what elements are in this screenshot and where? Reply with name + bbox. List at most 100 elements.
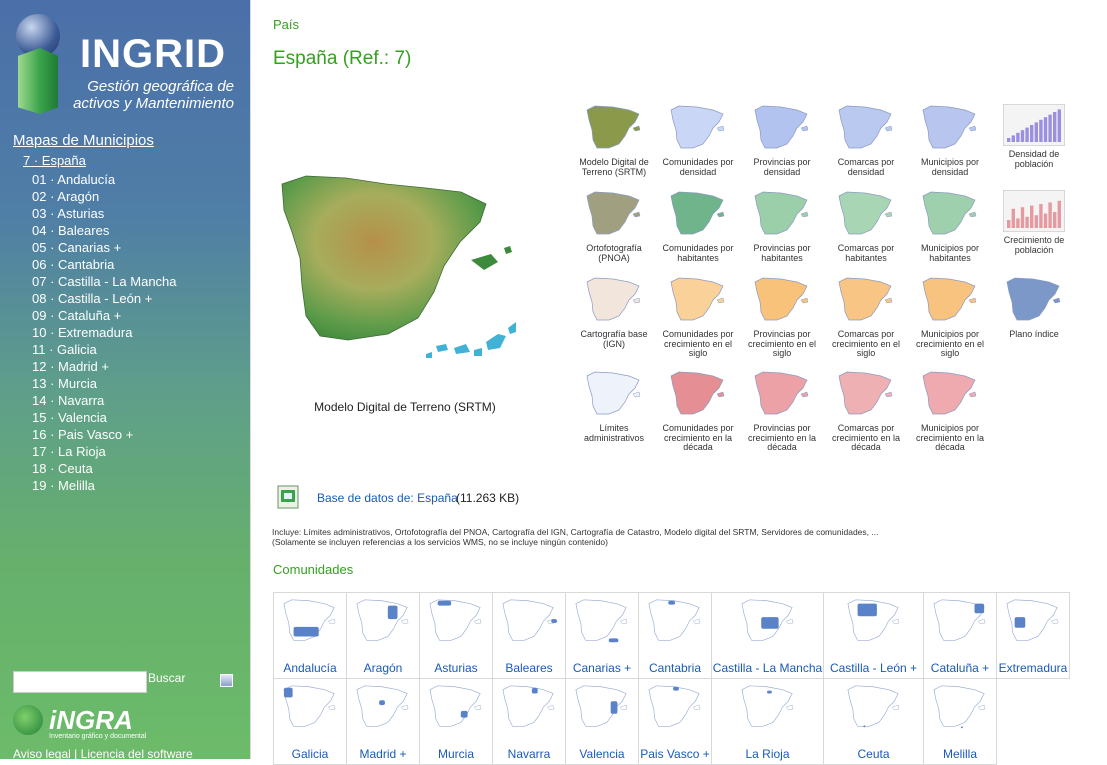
chart-thumbnail[interactable]: Crecimiento de población	[992, 190, 1076, 255]
comunidad-card[interactable]: Castilla - La Mancha	[711, 592, 824, 679]
comunidad-card[interactable]: La Rioja	[711, 678, 824, 765]
map-thumbnail[interactable]: Municipios por densidad	[908, 104, 992, 177]
comunidad-card[interactable]: Valencia	[565, 678, 639, 765]
comunidad-card[interactable]: Extremadura	[996, 592, 1070, 679]
comunidad-link[interactable]: Melilla	[942, 747, 977, 761]
map-thumbnail[interactable]: Municipios por crecimiento en la década	[908, 370, 992, 453]
map-thumbnail[interactable]: Provincias por densidad	[740, 104, 824, 177]
nav-item-region[interactable]: 14 · Navarra	[32, 393, 105, 408]
comunidad-card[interactable]: Cantabria	[638, 592, 712, 679]
chart-thumbnail[interactable]: Densidad de población	[992, 104, 1076, 169]
nav-item-region[interactable]: 04 · Baleares	[32, 223, 110, 238]
aviso-legal-link[interactable]: Aviso legal	[13, 747, 71, 761]
nav-item-region[interactable]: 06 · Cantabria	[32, 257, 115, 272]
comunidad-link[interactable]: Castilla - La Mancha	[712, 661, 823, 675]
comunidad-card[interactable]: Murcia	[419, 678, 493, 765]
map-thumbnail[interactable]: Comarcas por crecimiento en la década	[824, 370, 908, 453]
nav-item-region[interactable]: 13 · Murcia	[32, 376, 98, 391]
nav-item-region[interactable]: 07 · Castilla - La Mancha	[32, 274, 177, 289]
map-thumbnail[interactable]: Ortofotografía (PNOA)	[572, 190, 656, 263]
search-button[interactable]: Buscar	[148, 671, 186, 685]
comunidad-card[interactable]: Baleares	[492, 592, 566, 679]
nav-item-region[interactable]: 12 · Madrid +	[32, 359, 109, 374]
comunidad-link[interactable]: Valencia	[579, 747, 625, 761]
comunidad-card[interactable]: Canarias +	[565, 592, 639, 679]
nav-item-region[interactable]: 18 · Ceuta	[32, 461, 93, 476]
comunidad-card[interactable]: Aragón	[346, 592, 420, 679]
map-thumbnail[interactable]: Modelo Digital de Terreno (SRTM)	[572, 104, 656, 177]
comunidad-card[interactable]: Melilla	[923, 678, 997, 765]
comunidad-link[interactable]: Extremadura	[998, 661, 1068, 675]
map-thumbnail[interactable]: Comarcas por habitantes	[824, 190, 908, 263]
nav-item-region[interactable]: 15 · Valencia	[32, 410, 107, 425]
comunidad-card[interactable]: Galicia	[273, 678, 347, 765]
comunidad-link[interactable]: Galicia	[291, 747, 329, 761]
comunidad-link[interactable]: Navarra	[507, 747, 551, 761]
comunidad-link[interactable]: Pais Vasco +	[640, 747, 710, 761]
map-thumbnail[interactable]: Municipios por habitantes	[908, 190, 992, 263]
map-thumbnail[interactable]: Provincias por habitantes	[740, 190, 824, 263]
map-thumbnail[interactable]: Plano índice	[992, 276, 1076, 340]
search-input[interactable]	[13, 671, 147, 693]
comunidad-card[interactable]: Madrid +	[346, 678, 420, 765]
nav-item-region[interactable]: 08 · Castilla - León +	[32, 291, 153, 306]
nav-item-region[interactable]: 03 · Asturias	[32, 206, 105, 221]
thumbnail-caption-line: crecimiento en la	[915, 432, 985, 443]
nav-current-country-link[interactable]: 7 · España	[23, 153, 86, 168]
thumbnail-caption: Comarcas por habitantes	[824, 243, 908, 263]
comunidad-link[interactable]: Murcia	[437, 747, 474, 761]
comunidad-card[interactable]: Ceuta	[823, 678, 924, 765]
map-thumbnail[interactable]: Provincias por crecimiento en el siglo	[740, 276, 824, 359]
ingra-logo[interactable]: iNGRA Inventario gráfico y documental	[13, 705, 153, 743]
database-size: (11.263 KB)	[456, 491, 520, 505]
comunidad-link[interactable]: Canarias +	[572, 661, 632, 675]
map-thumbnail[interactable]: Límites administrativos	[572, 370, 656, 443]
comunidad-card[interactable]: Castilla - León +	[823, 592, 924, 679]
comunidad-card[interactable]: Andalucía	[273, 592, 347, 679]
comunidad-link[interactable]: Aragón	[363, 661, 403, 675]
comunidad-link[interactable]: Andalucía	[283, 661, 337, 675]
ingrid-logo[interactable]: INGRID Gestión geográfica de activos y M…	[12, 12, 242, 122]
map-thumbnail[interactable]: Comunidades por crecimiento en el siglo	[656, 276, 740, 359]
map-thumbnail[interactable]: Cartografía base (IGN)	[572, 276, 656, 349]
map-thumbnail[interactable]: Comarcas por crecimiento en el siglo	[824, 276, 908, 359]
map-thumbnail[interactable]: Comunidades por habitantes	[656, 190, 740, 263]
comunidad-map-icon	[648, 685, 701, 727]
comunidad-link[interactable]: La Rioja	[745, 747, 790, 761]
map-thumbnail[interactable]: Comarcas por densidad	[824, 104, 908, 177]
database-icon[interactable]	[276, 484, 300, 510]
comunidad-link[interactable]: Cantabria	[648, 661, 702, 675]
comunidad-map-icon	[847, 685, 899, 728]
nav-item-region[interactable]: 11 · Galicia	[32, 342, 97, 357]
comunidad-card[interactable]: Asturias	[419, 592, 493, 679]
nav-item-region[interactable]: 09 · Cataluña +	[32, 308, 122, 323]
map-thumbnail[interactable]: Comunidades por crecimiento en la década	[656, 370, 740, 453]
comunidad-card[interactable]: Navarra	[492, 678, 566, 765]
comunidad-map-icon	[741, 599, 793, 641]
map-icon[interactable]	[220, 674, 233, 687]
comunidad-card[interactable]: Cataluña +	[923, 592, 997, 679]
nav-item-region[interactable]: 19 · Melilla	[32, 478, 95, 493]
comunidad-card[interactable]: Pais Vasco +	[638, 678, 712, 765]
map-thumbnail[interactable]: Comunidades por densidad	[656, 104, 740, 177]
comunidad-link[interactable]: Baleares	[505, 661, 553, 675]
comunidad-link[interactable]: Madrid +	[359, 747, 407, 761]
thumbnail-caption: Comunidades por densidad	[656, 157, 740, 177]
nav-title-link[interactable]: Mapas de Municipios	[13, 132, 154, 149]
nav-item-region[interactable]: 02 · Aragón	[32, 189, 100, 204]
nav-item-region[interactable]: 05 · Canarias +	[32, 240, 122, 255]
map-thumbnail[interactable]: Provincias por crecimiento en la década	[740, 370, 824, 453]
comunidad-link[interactable]: Cataluña +	[930, 661, 990, 675]
comunidad-link[interactable]: Castilla - León +	[829, 661, 918, 675]
nav-item-region[interactable]: 01 · Andalucía	[32, 172, 116, 187]
map-thumbnail[interactable]: Municipios por crecimiento en el siglo	[908, 276, 992, 359]
nav-item-region[interactable]: 17 · La Rioja	[32, 444, 106, 459]
nav-item-region[interactable]: 10 · Extremadura	[32, 325, 133, 340]
comunidad-link[interactable]: Asturias	[434, 661, 478, 675]
page-title: España (Ref.: 7)	[273, 48, 412, 69]
comunidad-link[interactable]: Ceuta	[857, 747, 890, 761]
terrain-map-image[interactable]	[276, 170, 516, 370]
database-link[interactable]: Base de datos de: España	[317, 491, 458, 505]
licencia-link[interactable]: Licencia del software	[80, 747, 193, 761]
nav-item-region[interactable]: 16 · Pais Vasco +	[32, 427, 134, 442]
